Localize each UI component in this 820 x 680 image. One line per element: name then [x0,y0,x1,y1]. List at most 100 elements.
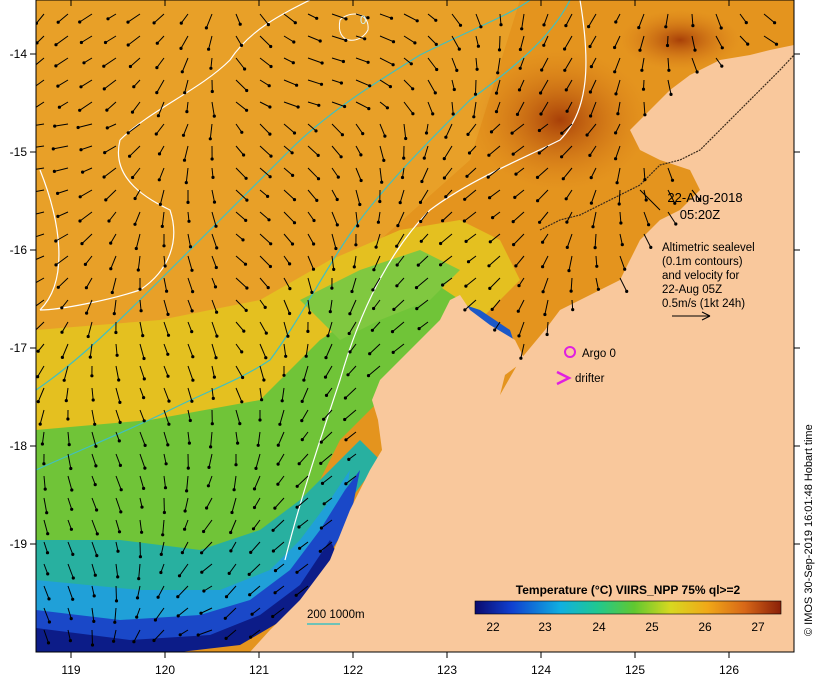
velocity-arrow [184,497,189,512]
velocity-arrow [113,629,117,642]
velocity-arrow [104,145,117,154]
velocity-arrow-head [116,575,120,579]
velocity-arrow [307,79,322,85]
velocity-arrow-head [84,286,88,290]
velocity-arrow-head [589,201,594,205]
velocity-arrow-head [245,108,249,112]
velocity-arrow [230,541,237,552]
velocity-arrow-head [359,153,363,157]
velocity-arrow [181,541,189,553]
velocity-arrow-head [455,68,459,72]
velocity-arrow [586,123,597,136]
velocity-arrow-head [640,68,644,72]
velocity-arrow-head [256,443,260,447]
velocity-arrow [139,409,145,421]
velocity-arrow [520,343,525,359]
velocity-arrow-head [271,549,275,553]
velocity-arrow [466,167,477,177]
velocity-arrow-head [366,374,371,378]
velocity-arrow [399,189,405,203]
velocity-arrow [347,365,357,376]
velocity-arrow-head [238,422,242,426]
velocity-arrow [135,233,141,249]
velocity-arrow-head [339,155,343,159]
velocity-arrow-head [185,110,189,114]
velocity-arrow-head [191,290,195,294]
velocity-arrow [763,35,777,45]
velocity-arrow-head [133,196,137,201]
velocity-arrow [277,453,285,465]
velocity-arrow-head [516,309,520,313]
velocity-arrow [402,167,405,178]
velocity-arrow-head [415,307,419,311]
velocity-arrow [163,321,169,336]
velocity-arrow [590,189,597,204]
velocity-arrow-head [344,482,348,486]
velocity-arrow-head [92,619,96,624]
velocity-arrow [158,167,165,180]
velocity-arrow-head [518,66,522,70]
velocity-arrow-head [78,195,82,199]
velocity-arrow [487,167,501,178]
velocity-arrow [283,145,293,154]
velocity-arrow-head [33,236,36,239]
velocity-arrow [643,101,646,115]
velocity-arrow-head [276,462,280,466]
velocity-arrow [127,35,141,46]
velocity-arrow-head [105,126,109,130]
velocity-arrow [139,519,143,533]
velocity-arrow-head [161,533,165,537]
velocity-arrow-head [54,239,58,243]
velocity-arrow [715,35,723,49]
velocity-arrow-head [411,112,415,116]
velocity-arrow [440,255,453,266]
velocity-arrow-head [312,242,316,246]
velocity-arrow-head [343,104,347,109]
velocity-arrow-head [324,393,329,397]
velocity-arrow-head [56,191,60,195]
velocity-arrow [154,607,165,621]
velocity-arrow-head [268,132,272,136]
velocity-arrow-head [390,330,395,334]
velocity-arrow-head [179,21,183,25]
velocity-arrow-head [278,422,282,426]
velocity-arrow-head [117,530,122,534]
velocity-arrow-head [613,45,617,50]
velocity-arrow [590,167,597,178]
velocity-arrow-head [538,220,542,224]
velocity-arrow [36,277,45,284]
velocity-arrow-head [297,525,301,529]
velocity-arrow [763,13,775,24]
velocity-arrow-head [638,48,642,52]
velocity-arrow-head [664,25,668,29]
velocity-arrow [379,35,394,43]
velocity-arrow-head [336,175,340,179]
velocity-arrow-head [392,307,396,311]
velocity-arrow-head [343,417,347,422]
velocity-arrow [67,453,72,469]
velocity-arrow [499,13,502,25]
velocity-arrow [91,409,96,425]
velocity-arrow-head [113,620,117,624]
velocity-arrow-head [155,41,159,45]
velocity-arrow-head [589,176,593,180]
velocity-arrow-head [78,108,82,112]
velocity-arrow-head [210,157,214,161]
velocity-arrow-head [243,262,248,266]
velocity-arrow-head [489,130,494,134]
velocity-arrow [132,167,141,178]
velocity-arrow [691,13,694,26]
velocity-arrow-head [71,552,75,557]
velocity-arrow [67,519,72,530]
velocity-arrow [667,57,670,71]
velocity-arrow [403,35,416,44]
velocity-arrow [295,585,309,596]
velocity-arrow-head [486,175,490,179]
velocity-arrow-head [280,399,284,403]
velocity-arrow [162,519,165,535]
velocity-arrow-head [418,200,423,204]
velocity-arrow [187,255,193,271]
velocity-arrow-head [136,268,140,272]
velocity-arrow [379,13,392,19]
velocity-arrow [619,277,628,292]
